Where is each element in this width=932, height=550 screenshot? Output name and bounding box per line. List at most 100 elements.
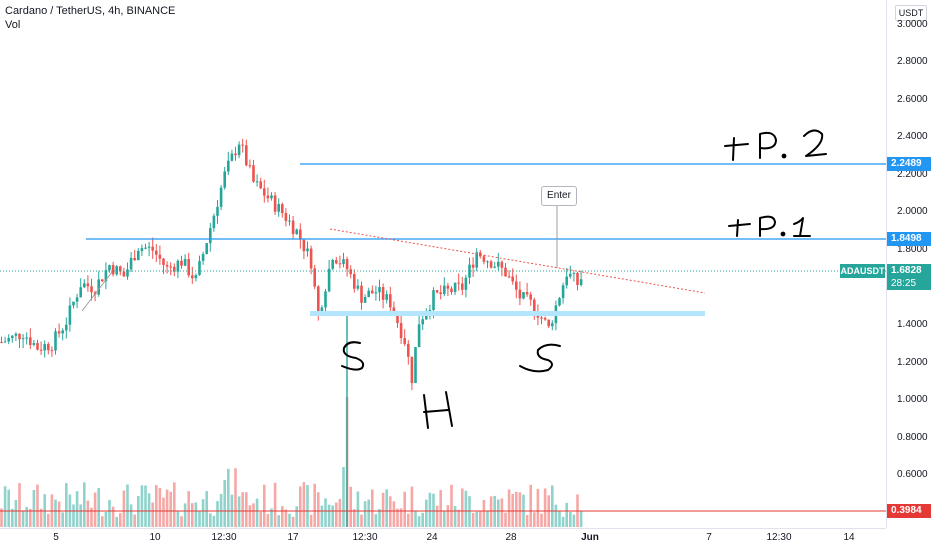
candle-body	[61, 330, 64, 334]
volume-bar	[353, 509, 356, 527]
candle-body	[86, 283, 90, 287]
volume-bar	[381, 492, 385, 527]
volume-bar	[464, 490, 468, 527]
candle-body	[119, 266, 122, 272]
volume-bar	[363, 501, 367, 527]
volume-bar	[165, 489, 169, 527]
volume-bar	[389, 496, 392, 527]
candle-body	[201, 253, 205, 261]
volume-bar	[324, 498, 327, 527]
candle-body	[439, 292, 442, 294]
volume-bar	[198, 511, 201, 527]
volume-bar	[421, 512, 424, 527]
tp2-handwriting	[724, 129, 827, 161]
volume-bar	[151, 502, 154, 527]
candle-body	[569, 273, 572, 277]
volume-bar	[392, 501, 396, 527]
volume-price-badge: 0.3984	[887, 504, 931, 518]
candle-body	[313, 268, 316, 287]
volume-bar	[234, 468, 237, 527]
head-handwriting	[423, 391, 453, 429]
volume-bar	[191, 503, 194, 527]
candle-body	[173, 266, 176, 272]
enter-label[interactable]: Enter	[541, 186, 577, 206]
candle-body	[162, 258, 165, 265]
candle-body	[270, 195, 273, 199]
volume-bar	[367, 499, 370, 527]
candle-body	[108, 265, 111, 271]
volume-bar	[410, 486, 414, 527]
neckline-trendline[interactable]	[329, 228, 706, 294]
volume-bar	[266, 513, 270, 527]
volume-bar	[403, 491, 406, 527]
support-zone[interactable]	[310, 311, 705, 316]
candle-body	[25, 337, 28, 339]
candle-body	[50, 350, 54, 352]
volume-indicator-label[interactable]: Vol	[5, 19, 21, 31]
candle-body	[223, 171, 226, 188]
volume-bar	[61, 512, 64, 527]
candle-body	[0, 341, 3, 343]
small-trendline	[81, 271, 113, 312]
candle-body	[97, 279, 100, 295]
volume-bar	[194, 502, 198, 527]
volume-bar	[183, 503, 187, 527]
currency-button[interactable]: USDT	[895, 5, 927, 21]
candle-body	[558, 298, 561, 306]
volume-bar	[259, 512, 262, 527]
candle-body	[425, 312, 428, 320]
candle-body	[3, 341, 7, 343]
time-tick-label: 24	[426, 532, 438, 543]
volume-bar	[29, 508, 32, 527]
candle-body	[421, 319, 424, 325]
candle-body	[457, 282, 460, 284]
candle-body	[371, 290, 374, 294]
candle-body	[551, 323, 554, 327]
candle-body	[191, 275, 194, 279]
symbol-tag: ADAUSDT	[840, 264, 885, 278]
volume-bar	[111, 506, 115, 527]
volume-bar	[90, 507, 93, 527]
candle-body	[11, 335, 14, 339]
volume-bar	[579, 510, 583, 527]
volume-bar	[252, 503, 255, 527]
candle-body	[281, 204, 284, 214]
candle-body	[515, 281, 518, 290]
candle-body	[176, 260, 180, 272]
candle-body	[432, 290, 435, 311]
candle-body	[471, 264, 475, 268]
volume-bar	[360, 514, 363, 527]
volume-bar	[205, 491, 208, 527]
volume-bar	[39, 508, 43, 527]
price-axis-divider	[886, 0, 887, 528]
volume-bar	[18, 483, 21, 527]
candle-body	[234, 153, 237, 156]
candle-body	[525, 292, 529, 295]
volume-bar	[263, 484, 266, 527]
candle-body	[486, 261, 489, 263]
volume-bar	[479, 511, 482, 527]
volume-bar	[126, 484, 129, 527]
volume-bar	[122, 490, 126, 527]
candle-body	[453, 282, 457, 292]
candle-body	[450, 288, 453, 292]
volume-bar	[331, 505, 334, 527]
price-tick-label: 1.4000	[897, 319, 928, 330]
volume-bar	[565, 502, 568, 527]
candle-body	[507, 276, 511, 278]
candle-body	[410, 356, 414, 383]
volume-bar	[327, 504, 331, 527]
volume-bar	[155, 484, 158, 527]
volume-bar	[284, 509, 288, 527]
volume-bar	[558, 510, 561, 527]
volume-bar	[399, 508, 403, 527]
candle-body	[367, 290, 370, 298]
candle-body	[43, 344, 46, 351]
volume-bar	[349, 486, 352, 527]
candle-body	[151, 246, 154, 251]
candle-body	[158, 254, 162, 259]
candle-body	[259, 181, 262, 189]
candle-body	[338, 263, 342, 265]
